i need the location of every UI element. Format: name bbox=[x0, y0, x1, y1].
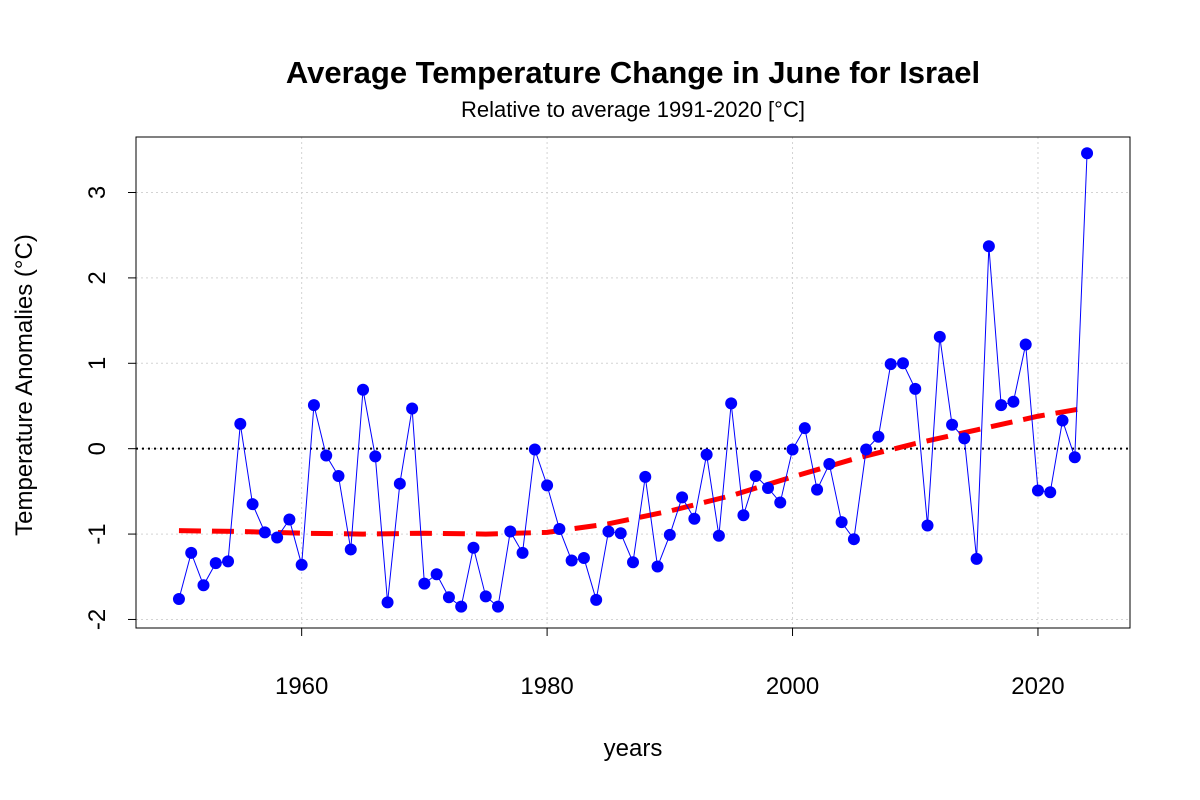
y-axis-label: Temperature Anomalies (°C) bbox=[11, 234, 38, 536]
data-point bbox=[1044, 486, 1057, 499]
x-axis-label: years bbox=[604, 735, 663, 762]
x-tick-label: 1960 bbox=[275, 673, 328, 700]
data-point bbox=[172, 592, 185, 605]
data-point bbox=[516, 546, 529, 559]
y-tick-label: 3 bbox=[84, 186, 111, 199]
data-point bbox=[651, 560, 664, 573]
data-point bbox=[749, 470, 762, 483]
plot-frame bbox=[135, 136, 1131, 629]
data-point bbox=[246, 498, 259, 511]
y-tick-label: -2 bbox=[84, 609, 111, 630]
series-line bbox=[178, 153, 1088, 608]
data-point bbox=[553, 522, 566, 535]
data-point bbox=[602, 525, 615, 538]
data-point bbox=[933, 330, 946, 343]
data-point bbox=[798, 422, 811, 435]
data-point bbox=[258, 526, 271, 539]
data-point bbox=[1031, 484, 1044, 497]
data-point bbox=[197, 579, 210, 592]
data-point bbox=[295, 558, 308, 571]
data-point bbox=[467, 541, 480, 554]
data-point bbox=[1056, 414, 1069, 427]
data-point bbox=[381, 596, 394, 609]
data-point bbox=[663, 528, 676, 541]
data-point bbox=[1068, 451, 1081, 464]
data-point bbox=[1019, 338, 1032, 351]
plot-area: 1960 1980 2000 2020 -2 -1 0 1 2 3 bbox=[84, 136, 1131, 700]
data-point bbox=[614, 527, 627, 540]
data-point bbox=[590, 593, 603, 606]
data-point bbox=[577, 551, 590, 564]
data-point bbox=[995, 399, 1008, 412]
data-point bbox=[1007, 395, 1020, 408]
data-point bbox=[627, 556, 639, 569]
data-point bbox=[676, 491, 689, 504]
data-point bbox=[479, 590, 492, 603]
data-point bbox=[209, 557, 222, 570]
data-point bbox=[430, 568, 443, 581]
data-point bbox=[921, 519, 934, 532]
data-point bbox=[344, 543, 357, 556]
data-point bbox=[639, 470, 652, 483]
x-tick-label: 1980 bbox=[520, 673, 573, 700]
data-point bbox=[700, 448, 713, 461]
data-point bbox=[896, 357, 909, 370]
data-point bbox=[982, 240, 995, 253]
data-point bbox=[369, 450, 382, 463]
data-point bbox=[725, 397, 738, 410]
data-point bbox=[541, 479, 554, 492]
data-point bbox=[823, 458, 836, 471]
data-point bbox=[847, 533, 860, 546]
data-point bbox=[455, 600, 468, 613]
data-point bbox=[442, 591, 455, 604]
chart-subtitle: Relative to average 1991-2020 [°C] bbox=[461, 97, 805, 122]
data-point bbox=[528, 443, 541, 456]
data-point bbox=[271, 531, 284, 544]
data-point bbox=[946, 418, 959, 431]
data-point bbox=[222, 555, 235, 568]
data-point bbox=[393, 477, 406, 490]
data-point bbox=[332, 470, 345, 483]
data-point bbox=[406, 402, 419, 415]
data-point bbox=[860, 443, 873, 456]
chart-title: Average Temperature Change in June for I… bbox=[286, 55, 980, 90]
y-tick-label: 0 bbox=[84, 442, 111, 455]
y-tick-label: 1 bbox=[84, 357, 111, 370]
data-point bbox=[872, 430, 885, 443]
y-tick-label: 2 bbox=[84, 271, 111, 284]
data-point bbox=[357, 383, 370, 396]
data-point bbox=[565, 554, 578, 567]
x-tick-label: 2020 bbox=[1011, 673, 1064, 700]
data-point bbox=[283, 513, 296, 526]
data-point bbox=[835, 516, 848, 529]
data-point bbox=[688, 512, 701, 525]
data-point bbox=[786, 443, 799, 456]
data-point bbox=[712, 529, 725, 542]
trend-line bbox=[178, 405, 1088, 537]
data-point bbox=[234, 417, 247, 430]
x-tick-label: 2000 bbox=[766, 673, 819, 700]
data-point bbox=[320, 449, 333, 462]
data-point bbox=[958, 432, 971, 445]
data-point bbox=[737, 509, 750, 522]
data-point bbox=[307, 399, 320, 412]
data-point bbox=[418, 577, 431, 590]
y-tick-label: -1 bbox=[84, 523, 111, 544]
data-point bbox=[1081, 147, 1094, 160]
data-point bbox=[774, 496, 787, 509]
data-point bbox=[492, 600, 505, 613]
data-point bbox=[909, 382, 922, 395]
data-point bbox=[185, 546, 198, 559]
data-point bbox=[970, 552, 983, 565]
data-point bbox=[811, 483, 824, 496]
data-point bbox=[504, 525, 517, 538]
data-point bbox=[761, 481, 774, 494]
data-point bbox=[884, 358, 897, 371]
